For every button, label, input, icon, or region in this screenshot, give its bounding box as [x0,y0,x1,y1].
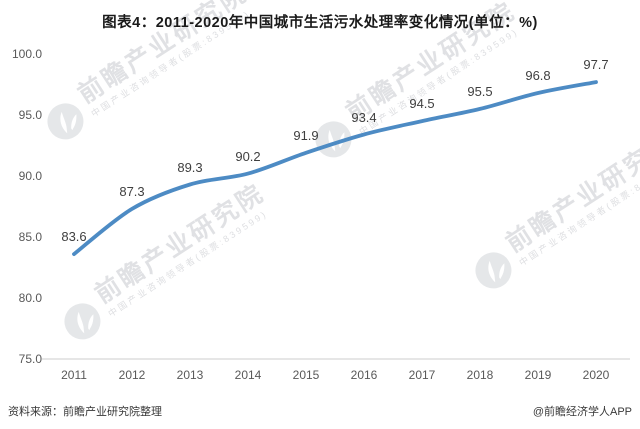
data-label: 97.7 [583,57,609,73]
data-label: 96.8 [525,68,551,84]
x-tick-label: 2018 [466,368,494,382]
y-tick-label: 95.0 [18,108,42,122]
credit-note: @前瞻经济学人APP [532,406,632,418]
chart-title: 图表4：2011-2020年中国城市生活污水处理率变化情况(单位：%) [102,15,538,31]
x-tick-label: 2015 [292,368,320,382]
x-tick-label: 2019 [524,368,552,382]
y-tick-label: 75.0 [18,352,42,366]
y-tick-label: 85.0 [18,230,42,244]
x-tick-label: 2020 [582,368,610,382]
y-tick-label: 100.0 [11,47,42,61]
data-label: 93.4 [351,109,377,125]
data-label: 91.9 [293,127,319,143]
source-note: 资料来源：前瞻产业研究院整理 [8,406,162,418]
data-label: 95.5 [467,83,493,99]
data-label: 94.5 [409,96,435,112]
data-label: 89.3 [177,159,203,175]
y-tick-label: 90.0 [18,169,42,183]
x-tick-label: 2014 [234,368,262,382]
data-label: 90.2 [235,148,261,164]
x-tick-label: 2017 [408,368,436,382]
x-tick-label: 2016 [350,368,378,382]
x-tick-label: 2011 [61,368,87,382]
trend-line [72,80,598,256]
y-tick-label: 80.0 [18,291,42,305]
x-tick-label: 2012 [118,368,146,382]
x-tick-label: 2013 [176,368,204,382]
data-label: 83.6 [61,229,87,245]
data-label: 87.3 [119,183,145,199]
